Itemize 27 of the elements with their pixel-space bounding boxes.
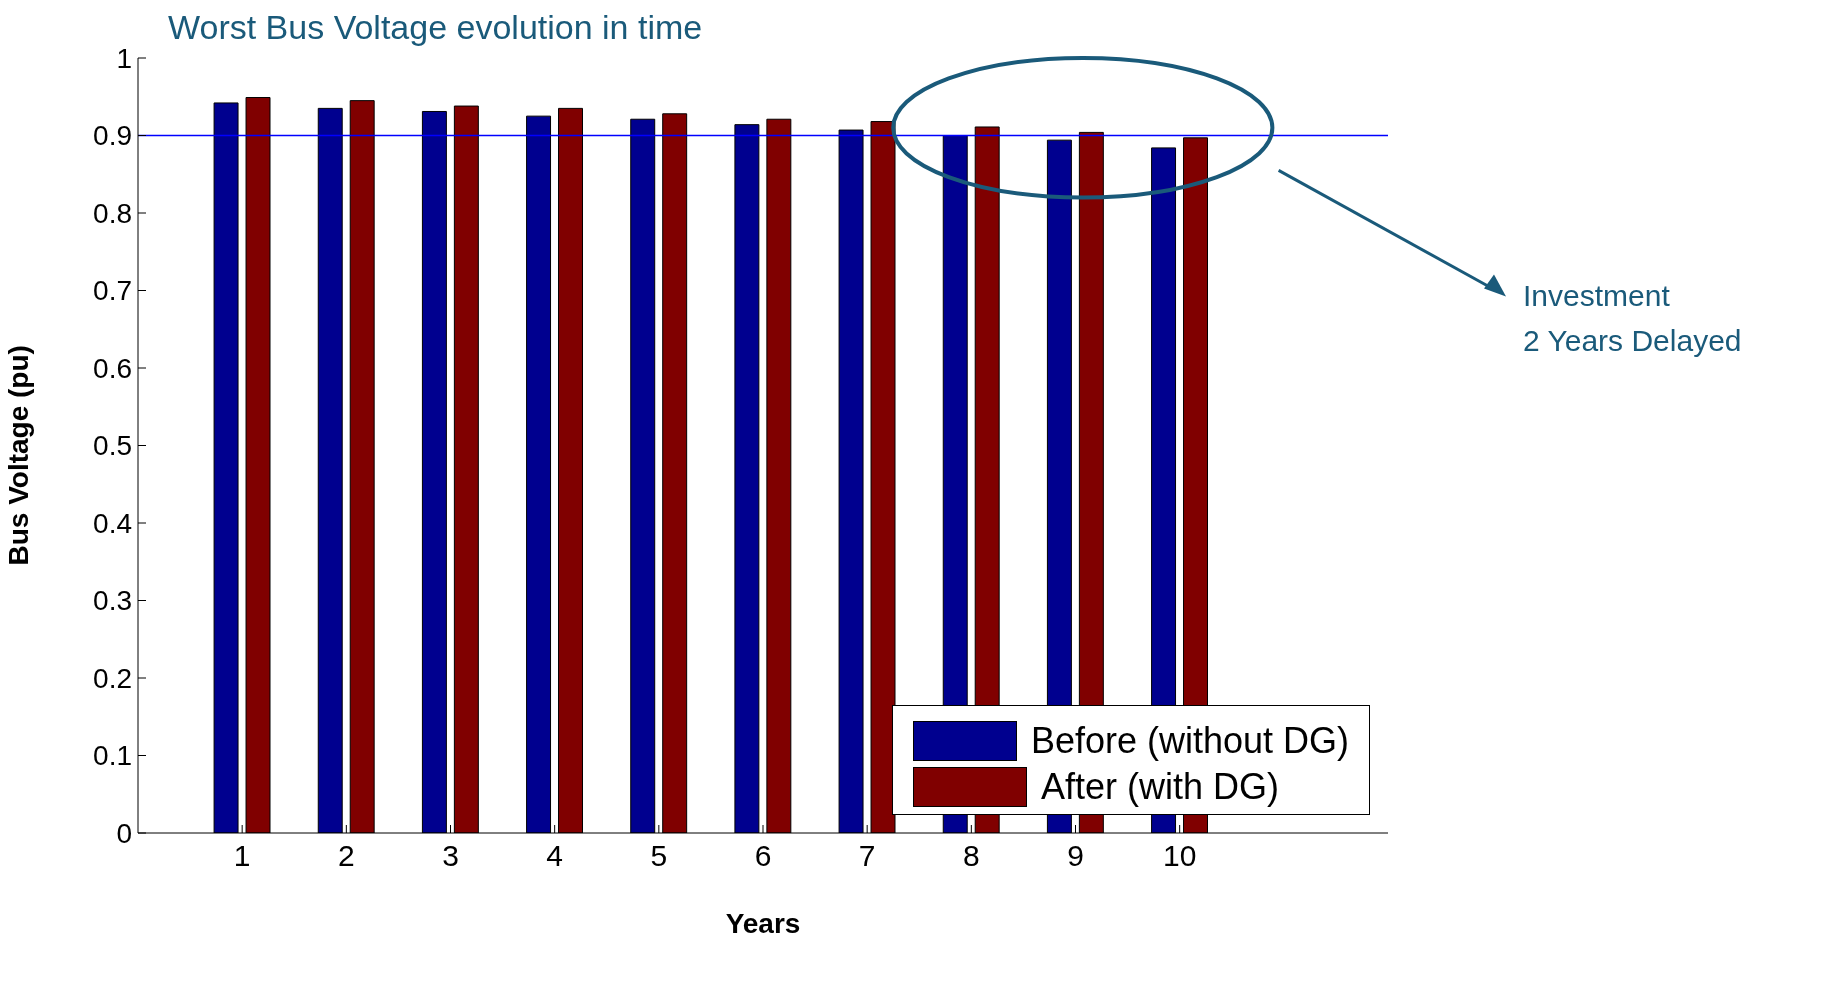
y-tick-label: 1	[116, 42, 132, 74]
y-tick-label: 0.5	[93, 430, 132, 462]
y-tick-label: 0.4	[93, 507, 132, 539]
y-tick-label: 0.9	[93, 120, 132, 152]
x-tick-label: 3	[442, 839, 459, 873]
x-tick-label: 4	[546, 839, 564, 873]
x-axis-title: Years	[725, 908, 801, 939]
legend-label: Before (without DG)	[1030, 720, 1349, 762]
y-axis-title: Bus Voltage (pu)	[2, 345, 34, 566]
x-tick-label: 5	[650, 839, 668, 873]
y-tick-label: 0.6	[93, 352, 132, 384]
x-tick-label: 1	[233, 839, 251, 873]
x-tick-label: 2	[337, 839, 355, 873]
chart-title: Worst Bus Voltage evolution in time	[168, 8, 703, 47]
y-tick-label: 0.2	[93, 662, 132, 694]
y-tick-label: 0.3	[93, 585, 132, 617]
y-tick-label: 0.8	[93, 197, 132, 229]
x-tick-label: 8	[962, 839, 980, 873]
x-tick-label: 6	[754, 839, 772, 873]
y-tick-label: 0.1	[93, 740, 132, 772]
x-tick-label: 10	[1162, 839, 1197, 873]
x-tick-label: 7	[858, 839, 876, 873]
y-tick-label: 0.7	[93, 275, 132, 307]
legend-label: After (with DG)	[1041, 766, 1280, 808]
y-tick-label: 0	[116, 817, 132, 849]
x-tick-label: 9	[1067, 839, 1084, 873]
text: Investment 2 Years Delayed	[1523, 279, 1742, 357]
